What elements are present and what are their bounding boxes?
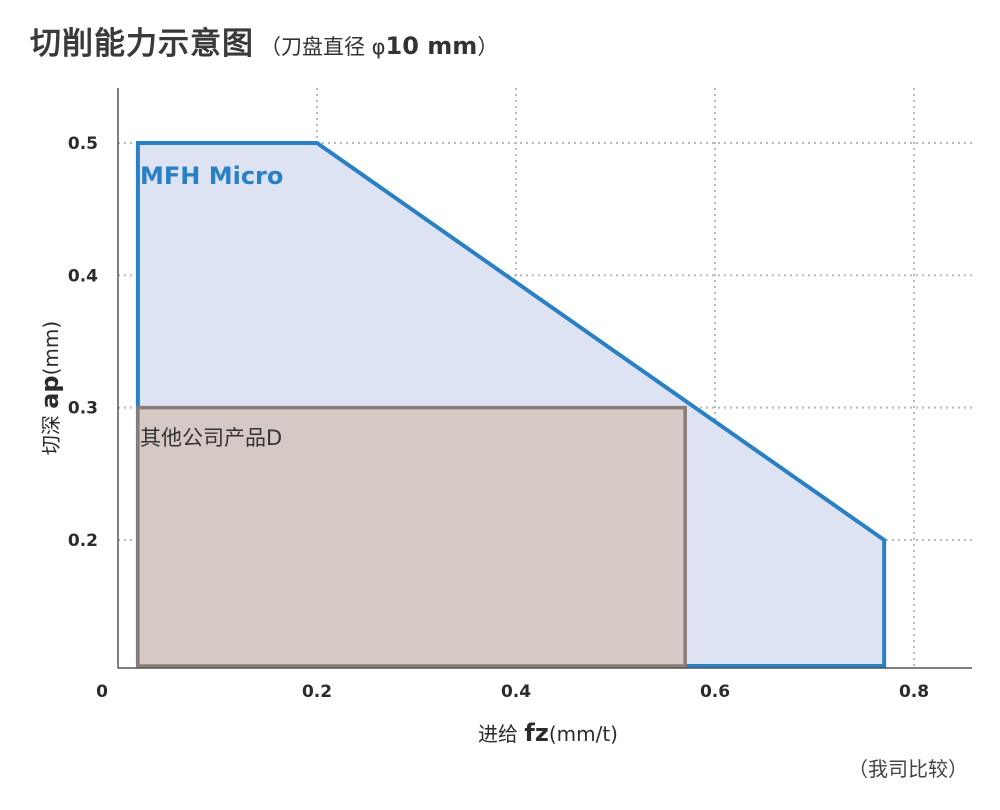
y-axis-label: 切深 ap(mm) (36, 321, 64, 455)
series-layer (135, 141, 887, 668)
axes (117, 88, 972, 669)
chart-title-sub-prefix: （刀盘直径 φ (260, 35, 386, 59)
series-label-mfh-micro: MFH Micro (140, 162, 283, 190)
chart-title-sub-bold: 10 mm (385, 32, 478, 60)
chart-title-main: 切削能力示意图 (30, 26, 254, 62)
tick-labels: 0 0.2 0.4 0.6 0.8 0.2 0.3 0.4 0.5 (68, 134, 929, 702)
y-tick-label: 0.3 (68, 399, 98, 419)
x-tick-label: 0.4 (501, 682, 531, 702)
series-labels: MFH Micro 其他公司产品D (140, 162, 283, 450)
x-tick-label: 0.6 (700, 682, 730, 702)
x-tick-label: 0.2 (302, 682, 332, 702)
series-label-competitor-d: 其他公司产品D (140, 426, 282, 450)
y-tick-label: 0.4 (68, 266, 98, 286)
y-tick-label: 0.5 (68, 134, 98, 154)
x-tick-label: 0.8 (899, 682, 929, 702)
chart-title-sub: （刀盘直径 φ10 mm） (260, 32, 499, 60)
chart-title: 切削能力示意图 （刀盘直径 φ10 mm） (30, 18, 498, 63)
chart-title-sub-suffix: ） (477, 35, 499, 59)
x-axis-label: 进给 fz(mm/t) (478, 719, 618, 747)
x-tick-label: 0 (96, 682, 108, 702)
y-tick-label: 0.2 (68, 531, 98, 551)
series-area-competitor-d (136, 405, 687, 668)
comparison-note: （我司比较） (848, 757, 968, 781)
